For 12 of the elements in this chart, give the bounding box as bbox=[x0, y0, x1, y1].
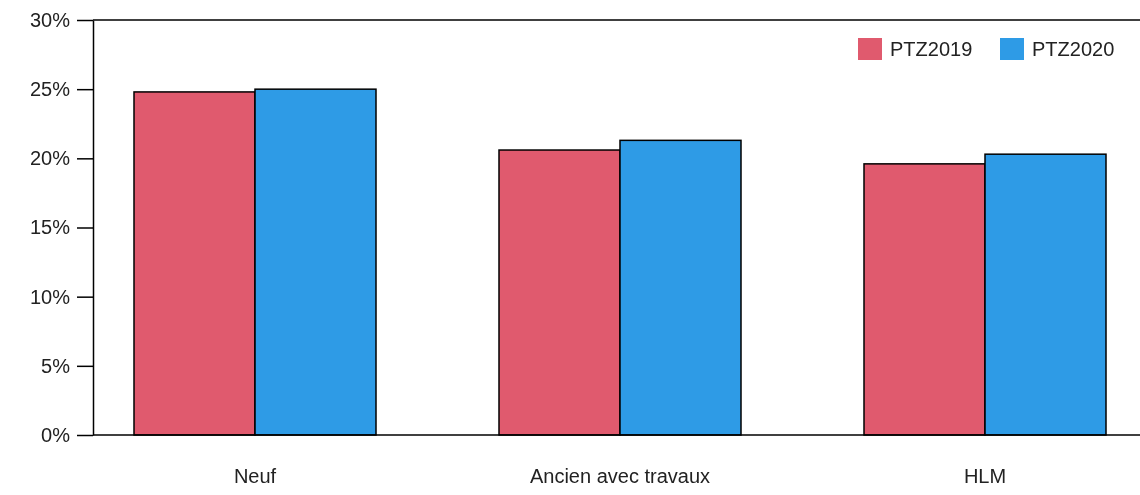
y-tick-label: 30% bbox=[29, 8, 71, 31]
legend-label: PTZ2019 bbox=[890, 38, 973, 60]
x-tick-label: Neuf bbox=[233, 465, 277, 487]
y-tick-label: 20% bbox=[29, 147, 71, 170]
y-tick-label: 10% bbox=[29, 285, 71, 308]
legend-label: PTZ2020 bbox=[1032, 38, 1115, 60]
y-tick-label: 5% bbox=[41, 354, 71, 377]
y-tick-label: 0% bbox=[41, 423, 71, 446]
y-tick-label: 15% bbox=[29, 216, 71, 239]
x-tick-label: HLM bbox=[963, 465, 1007, 487]
x-tick-label: Ancien avec travaux bbox=[529, 465, 711, 487]
y-tick-label: 25% bbox=[29, 78, 71, 101]
